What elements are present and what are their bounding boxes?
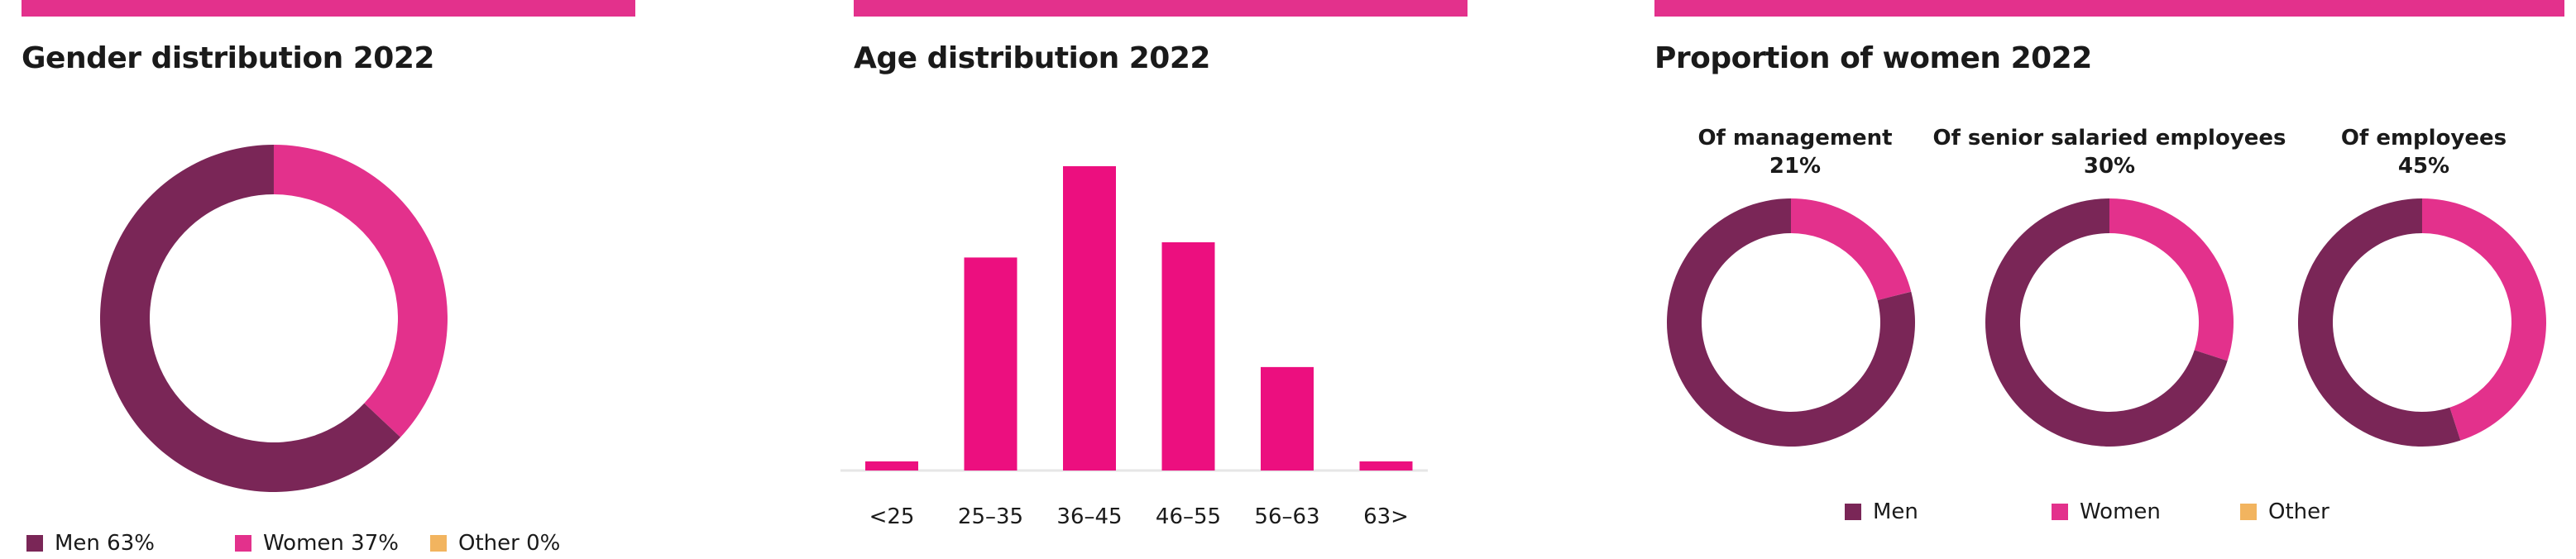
donut-slice-women <box>2109 198 2234 361</box>
x-tick-label: 63> <box>1363 504 1409 529</box>
women-donut-charts <box>1667 198 2546 447</box>
subtitle-employees: Of employees 45% <box>2300 124 2548 180</box>
legend-item-other: Other <box>2240 499 2329 524</box>
proportion-legend: Men Women Other <box>1845 499 2374 524</box>
bar-3 <box>1161 242 1215 471</box>
bar-2 <box>1063 166 1116 471</box>
legend-swatch-other <box>2240 504 2257 520</box>
accent-bar <box>1654 0 2564 17</box>
x-tick-label: 46–55 <box>1156 504 1221 529</box>
subtitle-percent: 30% <box>2083 154 2136 179</box>
legend-swatch-women <box>2052 504 2068 520</box>
panel-title: Gender distribution 2022 <box>22 41 434 75</box>
bar-4 <box>1261 366 1314 471</box>
legend-item-men: Men <box>1845 499 1918 524</box>
legend-label: Men <box>1873 499 1918 524</box>
proportion-of-women-panel: Proportion of women 2022 Of management 2… <box>1654 0 2564 559</box>
women-donut-1 <box>1985 198 2234 447</box>
legend-item-women: Women <box>2052 499 2161 524</box>
legend-swatch-other <box>430 535 447 552</box>
subtitle-text: Of employees <box>2340 126 2507 150</box>
women-donut-2 <box>2298 198 2546 447</box>
legend-swatch-men <box>1845 504 1861 520</box>
age-distribution-panel: Age distribution 2022 <25 25–35 36–45 46–55… <box>840 0 1468 559</box>
gender-legend: Men 63% Women 37% Other 0% <box>26 531 622 556</box>
legend-label: Other 0% <box>458 531 561 556</box>
legend-label: Women 37% <box>263 531 399 556</box>
donut-slice-women <box>1791 198 1912 301</box>
women-donut-0 <box>1667 198 1915 447</box>
legend-item-women: Women 37% <box>235 531 399 556</box>
bar-5 <box>1359 461 1413 471</box>
panel-title: Age distribution 2022 <box>854 41 1210 75</box>
age-bar-chart: <25 25–35 36–45 46–55 56–63 63> <box>840 166 1428 529</box>
legend-swatch-women <box>235 535 251 552</box>
legend-item-men: Men 63% <box>26 531 155 556</box>
panel-title: Proportion of women 2022 <box>1654 41 2092 75</box>
donut-slice-women <box>274 145 448 437</box>
legend-label: Men 63% <box>55 531 155 556</box>
bar-0 <box>865 461 918 471</box>
legend-label: Women <box>2080 499 2161 524</box>
accent-bar <box>22 0 635 17</box>
accent-bar <box>854 0 1468 17</box>
subtitle-management: Of management 21% <box>1671 124 1919 180</box>
subtitle-text: Of management <box>1697 126 1893 150</box>
donut-slice-men <box>2298 198 2461 447</box>
legend-label: Other <box>2268 499 2329 524</box>
subtitle-text: Of senior salaried employees <box>1932 126 2286 150</box>
legend-swatch-men <box>26 535 43 552</box>
x-tick-label: 25–35 <box>958 504 1023 529</box>
x-tick-label: 56–63 <box>1254 504 1319 529</box>
subtitle-percent: 21% <box>1769 154 1822 179</box>
x-tick-label: <25 <box>869 504 915 529</box>
gender-donut-chart <box>100 145 448 492</box>
subtitle-percent: 45% <box>2397 154 2450 179</box>
gender-distribution-panel: Gender distribution 2022 Men 63% Women 3… <box>22 0 635 559</box>
donut-slice-men <box>100 145 401 492</box>
donut-slice-women <box>2422 198 2546 441</box>
subtitle-senior-salaried: Of senior salaried employees 30% <box>1927 124 2291 180</box>
x-tick-label: 36–45 <box>1056 504 1122 529</box>
bar-1 <box>964 257 1017 471</box>
legend-item-other: Other 0% <box>430 531 560 556</box>
